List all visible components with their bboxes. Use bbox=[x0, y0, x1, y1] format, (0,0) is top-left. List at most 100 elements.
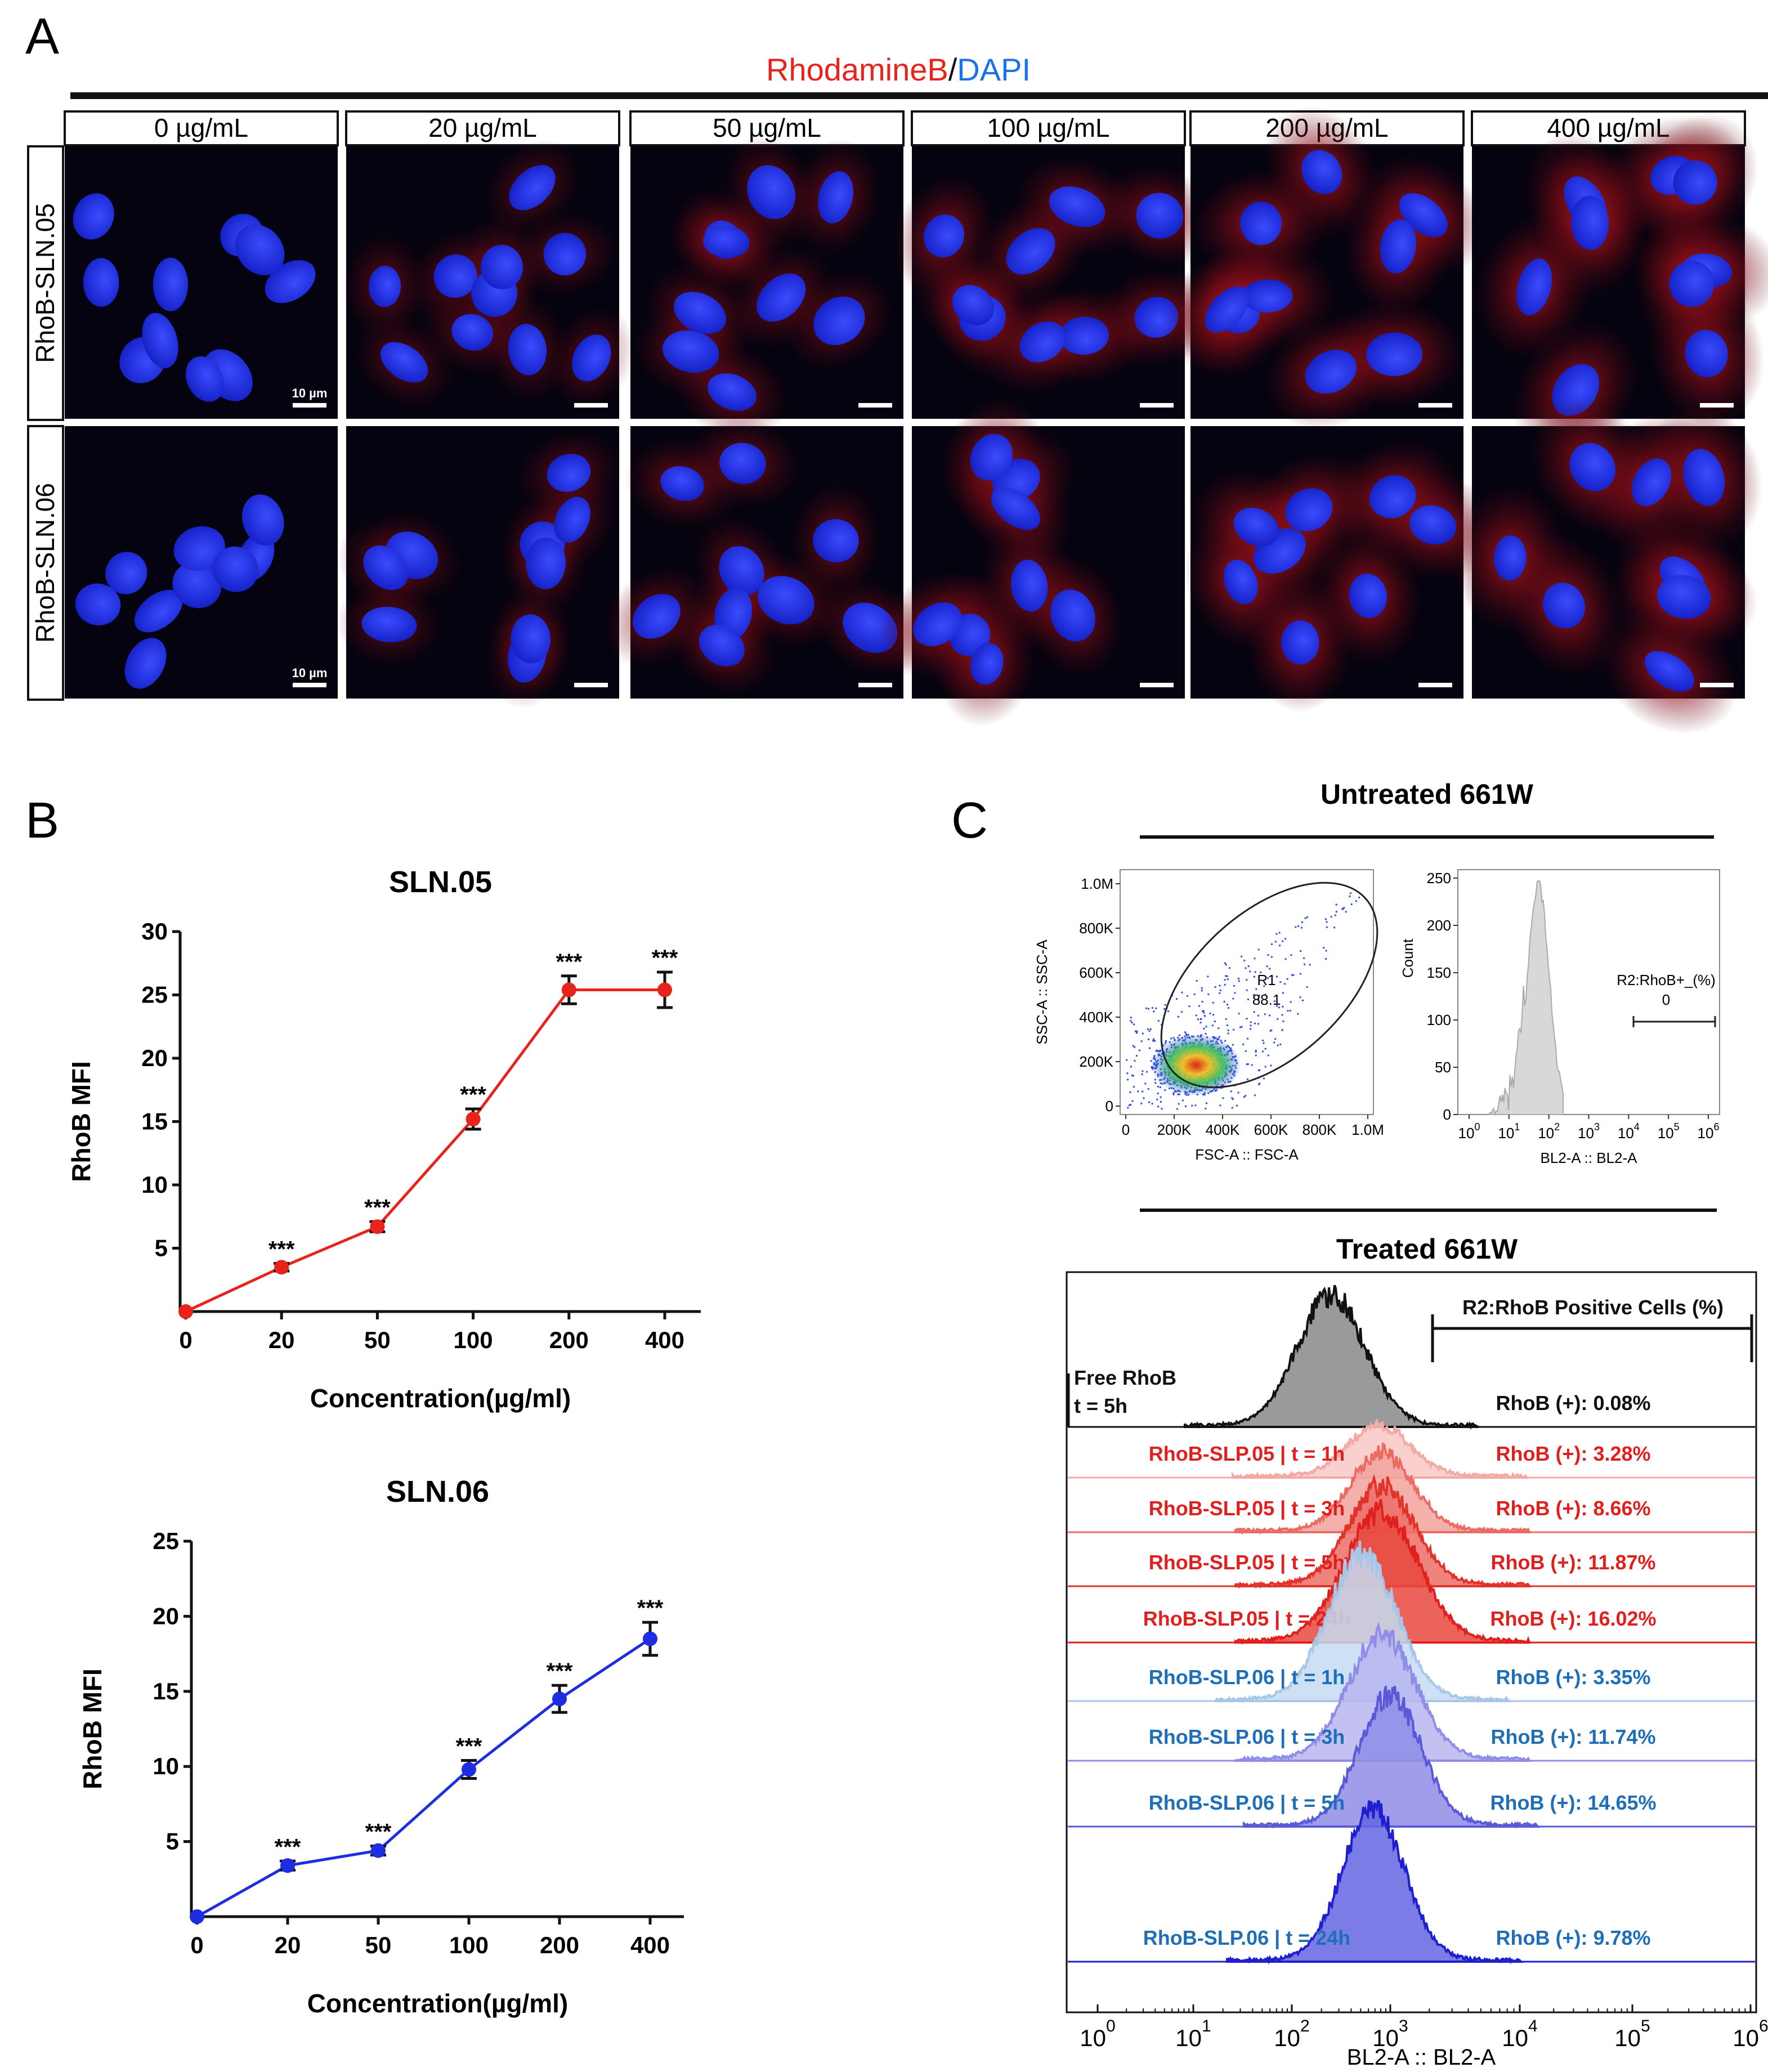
scatter-event bbox=[1258, 995, 1260, 997]
overlay-histogram bbox=[1234, 1499, 1531, 1645]
scatter-event bbox=[1184, 1031, 1186, 1033]
column-header-label: 20 µg/mL bbox=[428, 113, 537, 142]
scatter-event bbox=[1242, 1043, 1245, 1045]
y-tick-label: 0 bbox=[1443, 1106, 1451, 1123]
x-tick-label: 600K bbox=[1254, 1121, 1288, 1138]
scatter-event bbox=[1148, 1047, 1151, 1049]
nucleus bbox=[1542, 583, 1585, 629]
scale-bar bbox=[1418, 403, 1452, 408]
scatter-event bbox=[1226, 1004, 1228, 1006]
scatter-event bbox=[1246, 1018, 1248, 1020]
scatter-event bbox=[1144, 1082, 1147, 1085]
scatter-event bbox=[1127, 1107, 1129, 1109]
scale-bar bbox=[1140, 403, 1174, 408]
scatter-event bbox=[1267, 1054, 1269, 1057]
scatter-event bbox=[1227, 1032, 1229, 1035]
x-tick-label: 50 bbox=[364, 1327, 391, 1353]
x-tick-label: 0 bbox=[179, 1327, 192, 1353]
micrograph-image bbox=[602, 417, 925, 699]
y-axis-title: RhoB MFI bbox=[66, 1061, 96, 1182]
scatter-event bbox=[1255, 1050, 1257, 1053]
scatter-event bbox=[1245, 967, 1247, 969]
x-tick-base: 10 bbox=[1175, 2025, 1202, 2051]
scatter-event bbox=[1290, 954, 1292, 956]
scatter-event bbox=[1274, 941, 1277, 943]
scatter-event bbox=[1273, 1000, 1275, 1003]
scatter-event bbox=[1228, 1007, 1230, 1009]
scatter-event bbox=[1203, 1094, 1206, 1096]
scatter-event bbox=[1276, 975, 1278, 978]
x-tick-label: 100 bbox=[1080, 2017, 1115, 2051]
scatter-event bbox=[1284, 958, 1287, 960]
scatter-event bbox=[1140, 1040, 1143, 1042]
nucleus bbox=[1050, 589, 1095, 642]
scatter-event bbox=[1258, 1084, 1260, 1086]
scatter-event bbox=[1164, 1004, 1166, 1006]
nucleus bbox=[1673, 160, 1717, 205]
scatter-event bbox=[1257, 948, 1260, 951]
x-tick-base: 10 bbox=[1274, 2025, 1300, 2051]
scatter-event bbox=[1126, 1059, 1128, 1061]
data-point bbox=[280, 1858, 295, 1873]
x-tick-label: 200 bbox=[549, 1327, 589, 1353]
x-tick-base: 10 bbox=[1698, 1125, 1714, 1142]
nucleus bbox=[1059, 316, 1109, 355]
nucleus bbox=[663, 330, 719, 373]
scale-bar-label: 10 µm bbox=[292, 666, 328, 680]
scatter-event bbox=[1145, 1071, 1148, 1073]
y-tick-label: 800K bbox=[1079, 920, 1113, 937]
scatter-event bbox=[1290, 1001, 1292, 1003]
x-tick-exponent: 0 bbox=[1474, 1121, 1480, 1133]
data-point bbox=[561, 982, 576, 997]
nucleus bbox=[1516, 258, 1552, 316]
x-tick-exponent: 1 bbox=[1202, 2017, 1211, 2035]
scatter-event bbox=[1247, 999, 1249, 1001]
y-tick-label: 15 bbox=[153, 1678, 179, 1704]
row-label-box bbox=[27, 145, 64, 421]
scatter-event bbox=[1203, 1012, 1205, 1014]
scatter-event bbox=[1335, 911, 1337, 913]
nucleus bbox=[1285, 488, 1333, 531]
scatter-event bbox=[1202, 1093, 1204, 1095]
scatter-event bbox=[1259, 1069, 1261, 1071]
y-tick-label: 20 bbox=[141, 1045, 168, 1071]
scatter-event bbox=[1227, 1029, 1229, 1031]
nucleus bbox=[1657, 575, 1711, 619]
histogram-frame bbox=[1457, 869, 1720, 1115]
scatter-event bbox=[1275, 1005, 1278, 1007]
x-tick-label: 101 bbox=[1175, 2017, 1211, 2051]
scatter-event bbox=[1136, 1030, 1138, 1032]
nucleus bbox=[173, 526, 225, 571]
x-tick-label: 105 bbox=[1658, 1121, 1680, 1142]
scatter-event bbox=[1251, 1064, 1253, 1066]
overlay-row-name: RhoB-SLP.06 | t = 24h bbox=[1143, 1926, 1351, 1950]
scatter-event bbox=[1181, 1011, 1183, 1013]
scatter-event bbox=[1255, 1049, 1257, 1051]
scatter-event bbox=[1172, 1092, 1175, 1094]
scatter-event bbox=[1157, 1092, 1159, 1094]
micrograph-grid: 10 µm 10 µm bbox=[65, 106, 1768, 735]
scatter-event bbox=[1200, 1018, 1202, 1020]
scatter-event bbox=[1237, 977, 1239, 979]
micrograph-image bbox=[343, 139, 637, 419]
nucleus bbox=[1644, 651, 1694, 692]
scatter-event bbox=[1232, 1098, 1234, 1100]
scatter-event bbox=[1270, 956, 1273, 958]
nucleus bbox=[991, 487, 1040, 530]
scatter-event bbox=[1159, 1086, 1161, 1089]
nucleus bbox=[369, 266, 401, 307]
data-point bbox=[466, 1112, 481, 1126]
scatter-event bbox=[1134, 1046, 1136, 1048]
micrograph-image bbox=[892, 146, 1222, 419]
x-axis-title: FSC-A :: FSC-A bbox=[1195, 1146, 1299, 1163]
y-tick-label: 30 bbox=[141, 918, 168, 945]
y-tick-label: 5 bbox=[166, 1828, 179, 1855]
x-tick-exponent: 2 bbox=[1300, 2017, 1310, 2035]
scatter-event bbox=[1185, 1094, 1188, 1096]
overlay-row-result: RhoB (+): 11.74% bbox=[1491, 1725, 1655, 1748]
scatter-event bbox=[1255, 1054, 1257, 1057]
scatter-event bbox=[1282, 1005, 1284, 1008]
x-tick-base: 10 bbox=[1733, 2025, 1759, 2051]
scatter-event bbox=[1345, 911, 1347, 913]
scatter-event bbox=[1278, 1006, 1280, 1009]
